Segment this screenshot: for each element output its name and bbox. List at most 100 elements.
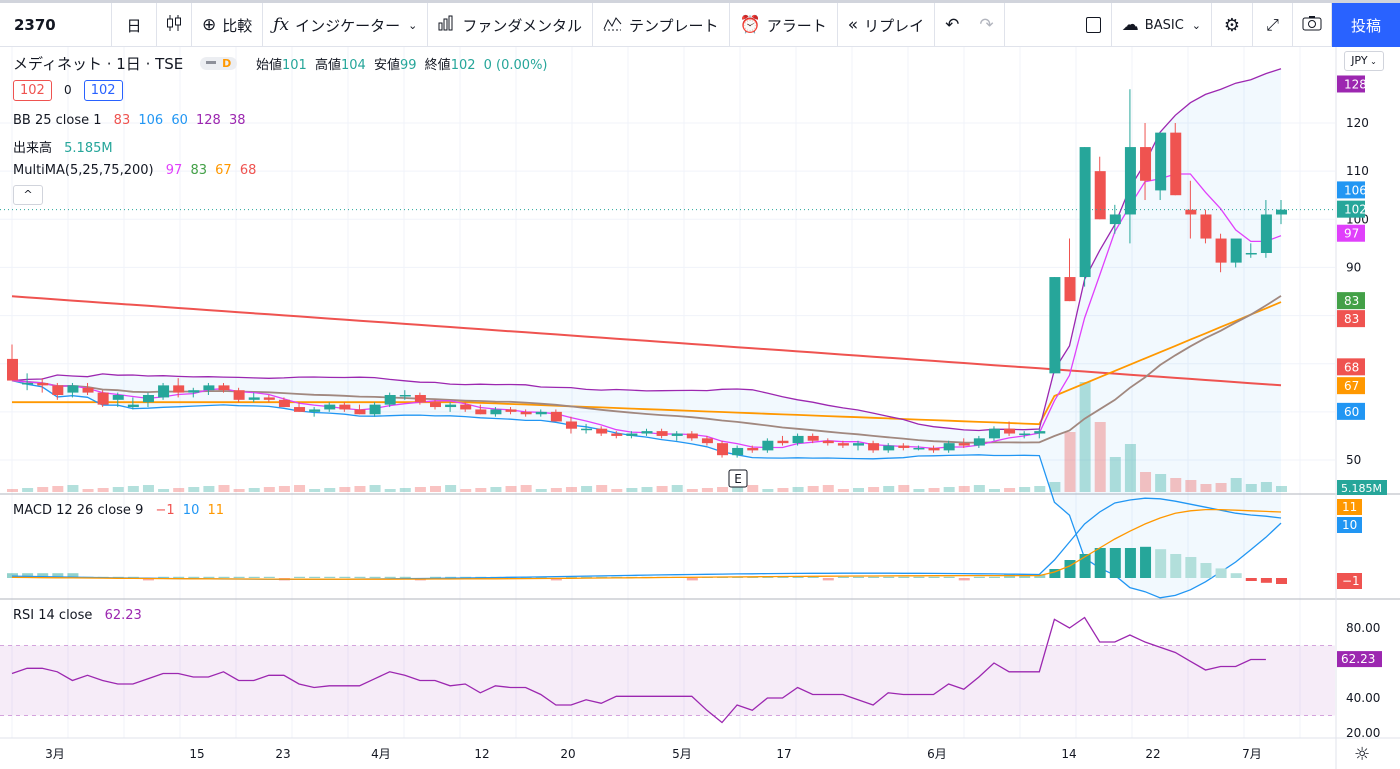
volume-bar [807, 486, 819, 492]
volume-bar [988, 489, 1000, 492]
volume-bar [626, 488, 638, 492]
volume-bar [294, 485, 306, 492]
volume-bar [1215, 483, 1227, 492]
candle-body [792, 435, 804, 444]
macd-histogram-bar [853, 576, 864, 578]
macd-histogram-bar [188, 576, 200, 578]
rsi-legend[interactable]: RSI 14 close 62.23 [13, 608, 142, 623]
time-tick-label: 12 [474, 747, 489, 761]
bar-chart-icon [438, 15, 456, 36]
symbol-search-button[interactable]: 2370 [0, 0, 112, 47]
layout-button[interactable]: ☁ BASIC ⌄ [1112, 0, 1212, 47]
rsi-line [11, 616, 1266, 724]
volume-bar [309, 489, 321, 492]
volume-bar [1079, 382, 1091, 492]
compare-button[interactable]: ⊕ 比較 [192, 0, 264, 47]
volume-bar [656, 486, 668, 492]
earnings-marker-box [728, 469, 748, 488]
expand-icon: ⤢ [1266, 15, 1279, 34]
volume-bar [142, 485, 154, 492]
price-badge [1337, 224, 1365, 242]
macd-histogram-bar [263, 576, 275, 578]
candle-body [460, 404, 472, 410]
redo-button[interactable]: ↷ [969, 0, 1005, 47]
macd-histogram-bar [837, 576, 849, 578]
earnings-marker: E [728, 469, 748, 488]
volume-bar [928, 488, 940, 492]
fullscreen-select-button[interactable] [1076, 0, 1112, 47]
ma200-line [11, 295, 1282, 387]
candle-body [82, 387, 94, 393]
macd-badge [1337, 517, 1362, 533]
volume-bar [717, 487, 729, 492]
macd-histogram-bar [218, 576, 230, 578]
volume-legend[interactable]: 出来高 5.185M [13, 141, 113, 156]
macd-histogram-bar [1079, 554, 1091, 578]
time-tick-label: 6月 [927, 747, 947, 761]
macd-histogram-bar [1200, 563, 1212, 578]
settings-button[interactable]: ⚙ [1212, 0, 1253, 47]
bb-legend[interactable]: BB 25 close 1 83 106 60 128 38 [13, 113, 246, 128]
replay-button[interactable]: « リプレイ [838, 0, 936, 47]
volume-bar [1185, 480, 1197, 492]
candle-body [248, 397, 260, 400]
post-button[interactable]: 投稿 [1332, 0, 1400, 47]
undo-button[interactable]: ↶ [935, 0, 969, 47]
symbol-name[interactable]: メディネット [13, 55, 102, 73]
undo-icon: ↶ [945, 15, 960, 35]
gear-icon: ⚙ [1223, 14, 1241, 36]
multima-legend[interactable]: MultiMA(5,25,75,200) 97 83 67 68 [13, 163, 257, 178]
volume-bar [565, 487, 577, 492]
templates-button[interactable]: テンプレート [593, 0, 730, 47]
alert-button[interactable]: ⏰ アラート [730, 0, 838, 47]
symbol-legend: メディネット · 1日 · TSE D 始値101 高値104 安値99 終値1… [13, 53, 552, 74]
macd-histogram-bar [928, 576, 940, 578]
price-badge [1337, 402, 1365, 420]
candle-body [596, 428, 608, 434]
candle-body [1109, 214, 1121, 225]
chart-type-button[interactable] [157, 0, 192, 47]
fullscreen-button[interactable]: ⤢ [1253, 0, 1293, 47]
volume-bar [1124, 444, 1136, 492]
volume-bar [505, 486, 517, 492]
candle-body [1260, 214, 1272, 253]
ohlc-values: 始値101 高値104 安値99 終値102 0 (0.00%) [256, 58, 548, 73]
candle-body [475, 409, 487, 415]
indicators-button[interactable]: ƒx インジケーター ⌄ [263, 0, 429, 47]
volume-bar [354, 486, 366, 492]
bollinger-band-fill [12, 68, 1281, 598]
sell-price-box[interactable]: 102 [13, 80, 52, 101]
cloud-icon: ☁ [1121, 15, 1139, 35]
fundamentals-button[interactable]: ファンダメンタル [428, 0, 593, 47]
macd-legend[interactable]: MACD 12 26 close 9 −1 10 11 [13, 503, 225, 518]
currency-select[interactable]: JPY ⌄ [1344, 51, 1384, 71]
candle-body [67, 385, 79, 393]
buy-price-box[interactable]: 102 [83, 80, 123, 101]
candle-body [626, 433, 638, 436]
chart-settings-gear-icon[interactable]: ☼ [1354, 744, 1371, 765]
template-icon [603, 15, 623, 36]
collapse-legend-button[interactable]: ^ [13, 185, 43, 205]
macd-histogram-bar [142, 578, 154, 581]
candle-body [37, 382, 49, 386]
macd-histogram-bar [1034, 574, 1046, 578]
volume-bar [762, 489, 774, 492]
macd-badge-label: −1 [1342, 574, 1360, 588]
macd-histogram-bar [988, 576, 1000, 578]
interval-button[interactable]: 日 [112, 0, 157, 47]
plus-circle-icon: ⊕ [202, 15, 217, 35]
candle-body [1079, 147, 1091, 278]
market-status-badge[interactable]: D [200, 57, 238, 70]
volume-bar [1004, 488, 1016, 492]
rsi-band-fill [0, 645, 1335, 716]
time-tick-label: 22 [1145, 747, 1160, 761]
volume-bar [203, 486, 215, 492]
symbol-exchange: TSE [155, 55, 184, 73]
snapshot-button[interactable] [1293, 0, 1332, 47]
candle-body [656, 431, 668, 436]
candle-body [158, 385, 170, 398]
candle-body [309, 409, 321, 412]
time-tick-label: 20 [560, 747, 575, 761]
macd-histogram-bar [958, 578, 970, 581]
